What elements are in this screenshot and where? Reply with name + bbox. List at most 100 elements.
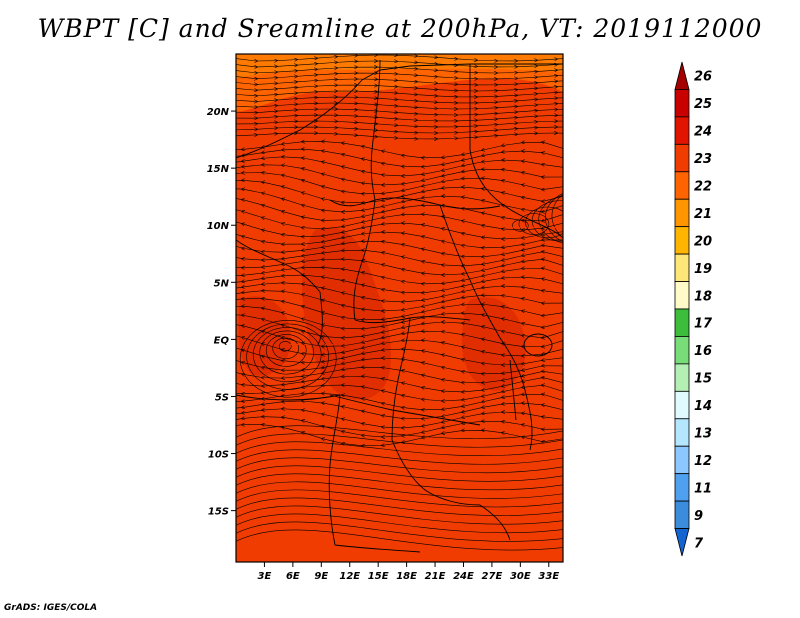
streamline-6	[236, 91, 563, 97]
colorbar-bottom-arrow	[674, 528, 690, 557]
colorbar-label-26: 26	[694, 70, 712, 85]
boundary-0	[236, 239, 321, 293]
wbpt-field	[236, 54, 563, 562]
colorbar-swatch-14	[674, 390, 690, 420]
boundary-12	[469, 279, 526, 391]
colorbar-swatch-16	[674, 336, 690, 365]
streamline-50	[531, 200, 563, 242]
colorbar-swatch-13	[674, 418, 690, 447]
colorbar-label-21: 21	[694, 207, 712, 222]
colorbar-swatch-11	[674, 473, 690, 502]
lon-label-27E: 27E	[482, 571, 503, 582]
colorbar-swatch-25	[674, 89, 690, 118]
colorbar-label-23: 23	[694, 152, 712, 167]
boundary-19	[439, 204, 501, 210]
axis-ticks: 3E 6E 9E 12E 15E 18E 21E 24E 27E 30E 33E 20N 15N 10N 5…	[207, 107, 560, 582]
boundary-18	[236, 394, 341, 401]
colorbar-label-20: 20	[694, 234, 712, 249]
boundary-6	[439, 204, 471, 281]
streamline-63	[236, 441, 563, 457]
streamline-49	[525, 206, 563, 239]
streamline-62	[236, 433, 563, 448]
map-frame	[235, 53, 564, 563]
boundary-7	[353, 199, 376, 321]
lake-tanganyika	[509, 359, 517, 421]
lon-label-18E: 18E	[396, 571, 417, 582]
boundary-1	[317, 291, 323, 346]
lat-label-5S: 5S	[215, 392, 229, 403]
boundary-11	[329, 394, 481, 426]
boundary-14	[391, 439, 481, 506]
lat-label-EQ: EQ	[214, 335, 230, 346]
boundary-13	[524, 389, 533, 451]
boundary-3	[361, 63, 471, 150]
colorbar-label-15: 15	[694, 372, 712, 387]
streamline-46	[236, 425, 563, 446]
colorbar-swatch-12	[674, 445, 690, 475]
streamline-59	[246, 323, 329, 390]
colorbar-swatch-15	[674, 363, 690, 392]
streamline-69	[236, 489, 563, 508]
colorbar-swatch-18	[674, 281, 690, 310]
boundary-16	[334, 544, 421, 553]
lon-label-15E: 15E	[368, 571, 389, 582]
streamline-71	[236, 505, 563, 525]
streamline-53	[551, 193, 563, 239]
colorbar-swatch-17	[674, 308, 690, 337]
colorbar-swatch-9	[674, 500, 690, 529]
colorbar-label-9: 9	[694, 509, 703, 524]
colorbar-swatch-23	[674, 143, 690, 173]
streamline-60	[239, 320, 337, 398]
colorbar-swatch-24	[674, 116, 690, 145]
colorbar-label-11: 11	[694, 481, 712, 496]
boundary-2	[236, 79, 363, 159]
boundary-4	[469, 149, 563, 239]
colorbar-swatch-21	[674, 198, 690, 228]
lon-label-3E: 3E	[258, 571, 272, 582]
streamline-66	[236, 465, 563, 482]
streamline-68	[236, 481, 563, 499]
colorbar-label-12: 12	[694, 454, 712, 469]
colorbar-label-24: 24	[694, 125, 712, 140]
lon-label-30E: 30E	[510, 571, 531, 582]
colorbar-label-13: 13	[694, 427, 712, 442]
boundary-9	[370, 59, 381, 201]
lon-label-12E: 12E	[339, 571, 360, 582]
streamline-8	[236, 103, 563, 109]
lat-label-20N: 20N	[207, 107, 230, 118]
colorbar-label-17: 17	[694, 317, 713, 332]
streamline-74	[236, 529, 563, 551]
colorbar-label-18: 18	[694, 289, 712, 304]
colorbar-label-19: 19	[694, 262, 712, 277]
chart-title: WBPT [C] and Sreamline at 200hPa, VT: 20…	[37, 14, 763, 43]
colorbar-label-22: 22	[694, 180, 712, 195]
streamline-67	[236, 473, 563, 491]
lon-label-24E: 24E	[453, 571, 474, 582]
lake-victoria	[523, 333, 553, 357]
streamline-65	[236, 457, 563, 474]
colorbar-swatch-22	[674, 171, 690, 200]
streamline-57	[259, 330, 314, 375]
lat-label-10N: 10N	[207, 221, 230, 232]
streamline-51	[538, 195, 563, 244]
streamlines	[236, 55, 563, 551]
colorbar-swatch-19	[674, 253, 690, 282]
streamline-7	[236, 97, 563, 103]
boundary-17	[479, 504, 511, 541]
lat-label-15S: 15S	[208, 507, 229, 518]
lat-label-15N: 15N	[207, 164, 230, 175]
colorbar-label-25: 25	[694, 97, 712, 112]
streamline-70	[236, 497, 563, 516]
lon-label-33E: 33E	[538, 571, 559, 582]
streamline-56	[265, 334, 307, 367]
lon-label-21E: 21E	[425, 571, 446, 582]
streamline-55	[272, 337, 299, 360]
boundary-10	[391, 317, 411, 441]
field-base	[236, 54, 563, 562]
streamline-73	[236, 521, 563, 542]
lat-label-10S: 10S	[208, 450, 229, 461]
lon-label-6E: 6E	[286, 571, 300, 582]
streamline-54	[278, 341, 292, 352]
streamline-9	[236, 109, 563, 115]
